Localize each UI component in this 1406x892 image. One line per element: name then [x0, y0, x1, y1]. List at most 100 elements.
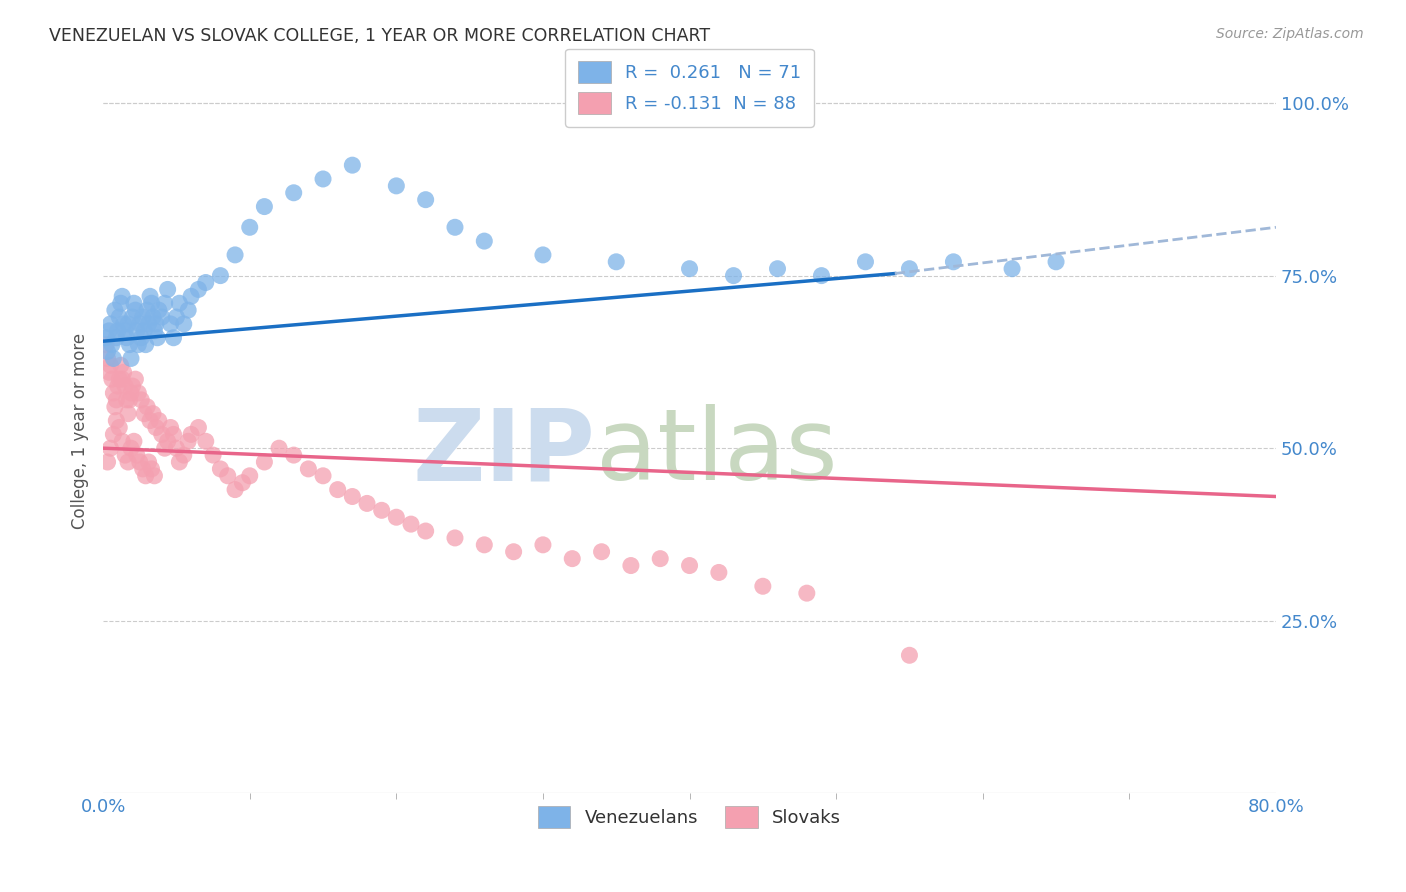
Point — [810, 268, 832, 283]
Point — [591, 545, 613, 559]
Point — [141, 462, 163, 476]
Point — [385, 510, 408, 524]
Point — [217, 468, 239, 483]
Point — [101, 337, 124, 351]
Point — [105, 414, 128, 428]
Point — [153, 441, 176, 455]
Point — [678, 261, 700, 276]
Point — [96, 344, 118, 359]
Point — [231, 475, 253, 490]
Point — [150, 310, 173, 324]
Point — [898, 648, 921, 663]
Point — [100, 441, 122, 455]
Point — [472, 234, 495, 248]
Point — [855, 255, 877, 269]
Point — [98, 365, 121, 379]
Point — [253, 200, 276, 214]
Point — [502, 545, 524, 559]
Point — [159, 317, 181, 331]
Point — [128, 317, 150, 331]
Point — [139, 289, 162, 303]
Point — [117, 455, 139, 469]
Point — [162, 427, 184, 442]
Point — [108, 310, 131, 324]
Point — [942, 255, 965, 269]
Point — [561, 551, 583, 566]
Point — [156, 434, 179, 449]
Point — [415, 193, 437, 207]
Point — [112, 317, 135, 331]
Point — [146, 331, 169, 345]
Point — [312, 172, 335, 186]
Point — [444, 531, 467, 545]
Point — [128, 455, 150, 469]
Point — [104, 400, 127, 414]
Point — [142, 310, 165, 324]
Point — [143, 468, 166, 483]
Point — [297, 462, 319, 476]
Point — [342, 158, 364, 172]
Point — [94, 337, 117, 351]
Point — [103, 427, 125, 442]
Point — [105, 331, 128, 345]
Point — [209, 462, 232, 476]
Point — [342, 490, 364, 504]
Point — [118, 337, 141, 351]
Point — [129, 331, 152, 345]
Point — [385, 178, 408, 193]
Point — [162, 331, 184, 345]
Point — [143, 324, 166, 338]
Point — [224, 248, 246, 262]
Point — [707, 566, 730, 580]
Point — [122, 296, 145, 310]
Point — [98, 324, 121, 338]
Point — [100, 317, 122, 331]
Point — [752, 579, 775, 593]
Point — [114, 379, 136, 393]
Point — [125, 448, 148, 462]
Point — [209, 268, 232, 283]
Point — [723, 268, 745, 283]
Point — [135, 337, 157, 351]
Point — [169, 296, 191, 310]
Point — [150, 427, 173, 442]
Point — [110, 296, 132, 310]
Point — [141, 296, 163, 310]
Point — [96, 351, 118, 366]
Point — [114, 324, 136, 338]
Text: VENEZUELAN VS SLOVAK COLLEGE, 1 YEAR OR MORE CORRELATION CHART: VENEZUELAN VS SLOVAK COLLEGE, 1 YEAR OR … — [49, 27, 710, 45]
Point — [312, 468, 335, 483]
Point — [132, 310, 155, 324]
Point — [148, 414, 170, 428]
Point — [531, 538, 554, 552]
Point — [101, 372, 124, 386]
Point — [134, 407, 156, 421]
Text: ZIP: ZIP — [413, 404, 596, 501]
Point — [100, 359, 122, 373]
Point — [138, 455, 160, 469]
Point — [134, 324, 156, 338]
Text: Source: ZipAtlas.com: Source: ZipAtlas.com — [1216, 27, 1364, 41]
Point — [444, 220, 467, 235]
Point — [118, 392, 141, 407]
Point — [1001, 261, 1024, 276]
Legend: Venezuelans, Slovaks: Venezuelans, Slovaks — [530, 798, 848, 835]
Point — [138, 317, 160, 331]
Point — [187, 282, 209, 296]
Point — [103, 386, 125, 401]
Point — [194, 434, 217, 449]
Point — [117, 407, 139, 421]
Point — [356, 496, 378, 510]
Point — [108, 372, 131, 386]
Point — [120, 351, 142, 366]
Point — [253, 455, 276, 469]
Point — [124, 372, 146, 386]
Point — [650, 551, 672, 566]
Point — [114, 448, 136, 462]
Point — [121, 379, 143, 393]
Point — [165, 441, 187, 455]
Point — [107, 379, 129, 393]
Point — [620, 558, 643, 573]
Point — [142, 407, 165, 421]
Point — [145, 420, 167, 434]
